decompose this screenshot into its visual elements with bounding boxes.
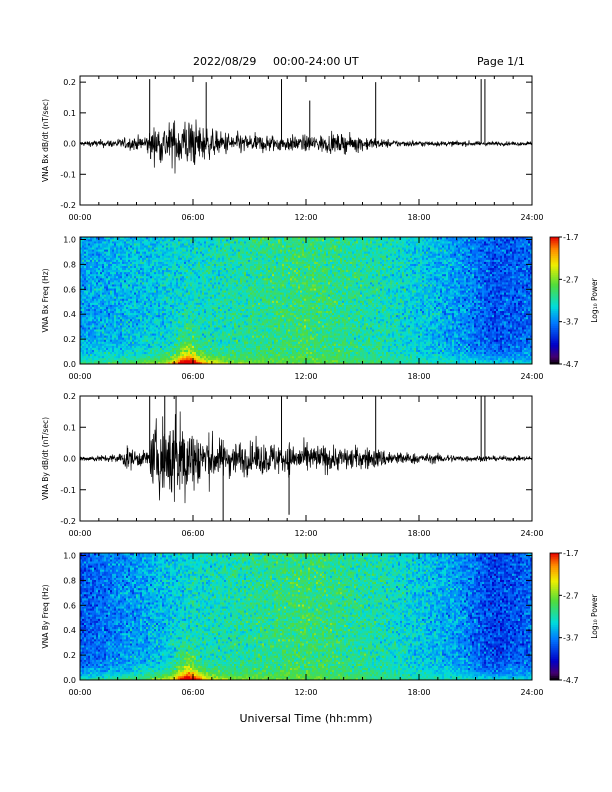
colorbar-tick-3-2: -3.7 — [563, 634, 579, 643]
header-page: Page 1/1 — [477, 55, 525, 68]
panel-bx-waveform: 0.2 0.1 0.0 -0.1 -0.2 VNA Bx dB/dt (nT/sec) 00… — [41, 76, 544, 222]
waveform-trace-2 — [80, 412, 532, 504]
y-tick-label-0-4: -0.2 — [60, 201, 76, 210]
colorbar-tick-3-1: -2.7 — [563, 591, 579, 600]
colorbar-label-1: Log₁₀ Power — [590, 277, 599, 322]
panel-bx-spectrogram: 1.0 0.8 0.6 0.4 0.2 0.0 VNA Bx Freq (Hz) 00:00 0… — [41, 233, 599, 381]
x-tick-label-0-1: 06:00 — [181, 213, 204, 222]
y-tick-label-0-1: 0.1 — [63, 109, 76, 118]
colorbar-label-3: Log₁₀ Power — [590, 593, 599, 638]
y-tick-label-0-3: -0.1 — [60, 170, 76, 179]
y-tick-label-1-5: 0.0 — [63, 360, 76, 369]
spectrogram-cells-1 — [80, 237, 532, 364]
x-tick-label-0-0: 00:00 — [68, 213, 91, 222]
y-tick-label-3-5: 0.0 — [63, 676, 76, 685]
x-tick-label-2-2: 12:00 — [294, 529, 317, 538]
panel-by-spectrogram: 1.0 0.8 0.6 0.4 0.2 0.0 VNA By Freq (Hz) 00:00 0… — [41, 549, 599, 697]
colorbar-tick-3-3: -4.7 — [563, 676, 579, 685]
y-tick-label-1-4: 0.2 — [63, 335, 76, 344]
x-tick-label-3-3: 18:00 — [407, 688, 430, 697]
spectrogram-cells-3 — [80, 553, 532, 680]
x-tick-label-0-3: 18:00 — [407, 213, 430, 222]
colorbar-tick-1-3: -4.7 — [563, 360, 579, 369]
header-range: 00:00-24:00 UT — [273, 55, 359, 68]
colorbar-tick-3-0: -1.7 — [563, 549, 579, 558]
x-tick-label-0-2: 12:00 — [294, 213, 317, 222]
y-tick-label-3-0: 1.0 — [63, 551, 76, 560]
x-tick-label-0-4: 24:00 — [520, 213, 543, 222]
y-tick-label-1-1: 0.8 — [63, 260, 76, 269]
y-tick-label-2-3: -0.1 — [60, 486, 76, 495]
y-axis-label-2: VNA By dB/dt (nT/sec) — [41, 417, 50, 500]
x-tick-label-1-3: 18:00 — [407, 372, 430, 381]
x-tick-label-1-1: 06:00 — [181, 372, 204, 381]
colorbar-1: -1.7 -2.7 -3.7 -4.7 Log₁₀ Power — [550, 233, 599, 369]
colorbar-tick-1-2: -3.7 — [563, 318, 579, 327]
y-tick-label-0-2: 0.0 — [63, 140, 76, 149]
x-tick-label-1-2: 12:00 — [294, 372, 317, 381]
y-axis-label-3: VNA By Freq (Hz) — [41, 584, 50, 648]
x-tick-label-2-3: 18:00 — [407, 529, 430, 538]
page-header: 2022/08/29 00:00-24:00 UT Page 1/1 — [193, 55, 525, 68]
panels: 0.2 0.1 0.0 -0.1 -0.2 VNA Bx dB/dt (nT/sec) 00… — [41, 76, 599, 697]
y-tick-label-1-3: 0.4 — [63, 310, 76, 319]
header-date: 2022/08/29 — [193, 55, 256, 68]
y-tick-label-2-2: 0.0 — [63, 455, 76, 464]
x-tick-label-2-4: 24:00 — [520, 529, 543, 538]
x-tick-label-1-0: 00:00 — [68, 372, 91, 381]
y-tick-label-1-0: 1.0 — [63, 235, 76, 244]
y-tick-label-3-4: 0.2 — [63, 651, 76, 660]
y-tick-label-3-2: 0.6 — [63, 601, 76, 610]
x-tick-label-3-4: 24:00 — [520, 688, 543, 697]
colorbar-tick-1-1: -2.7 — [563, 275, 579, 284]
waveform-trace-0 — [80, 120, 532, 174]
x-tick-label-1-4: 24:00 — [520, 372, 543, 381]
axes-frame-0 — [80, 76, 532, 205]
y-axis-label-0: VNA Bx dB/dt (nT/sec) — [41, 99, 50, 182]
y-tick-label-1-2: 0.6 — [63, 285, 76, 294]
y-tick-label-3-1: 0.8 — [63, 576, 76, 585]
x-tick-label-2-0: 00:00 — [68, 529, 91, 538]
y-tick-label-0-0: 0.2 — [63, 78, 76, 87]
x-axis-label: Universal Time (hh:mm) — [240, 712, 373, 725]
colorbar-3: -1.7 -2.7 -3.7 -4.7 Log₁₀ Power — [550, 549, 599, 685]
y-tick-label-2-0: 0.2 — [63, 392, 76, 401]
x-tick-label-3-0: 00:00 — [68, 688, 91, 697]
x-tick-label-2-1: 06:00 — [181, 529, 204, 538]
y-axis-label-1: VNA Bx Freq (Hz) — [41, 268, 50, 332]
x-tick-label-3-2: 12:00 — [294, 688, 317, 697]
colorbar-tick-1-0: -1.7 — [563, 233, 579, 242]
panel-by-waveform: 0.2 0.1 0.0 -0.1 -0.2 VNA By dB/dt (nT/sec) 00… — [41, 392, 544, 538]
x-tick-label-3-1: 06:00 — [181, 688, 204, 697]
y-tick-label-2-1: 0.1 — [63, 423, 76, 432]
y-tick-label-3-3: 0.4 — [63, 626, 76, 635]
y-tick-label-2-4: -0.2 — [60, 517, 76, 526]
